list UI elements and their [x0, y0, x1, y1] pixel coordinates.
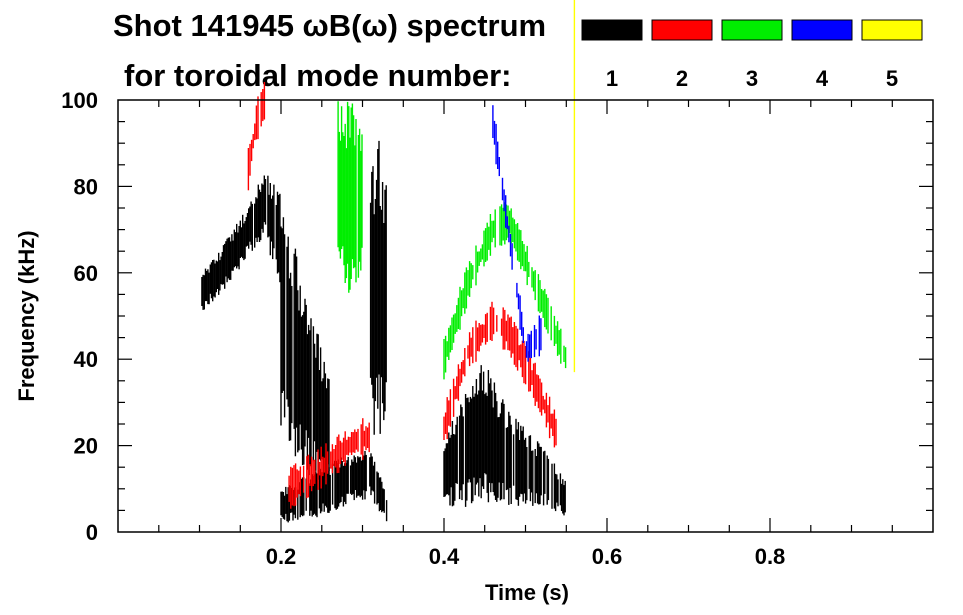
- series-n-3-chirp: [443, 202, 567, 380]
- series-n-1-drop: [280, 217, 330, 480]
- x-axis-label: Time (s): [485, 580, 569, 605]
- series-n-1-column: [369, 140, 387, 435]
- y-tick-label: 100: [61, 88, 98, 113]
- y-tick-label: 80: [74, 174, 98, 199]
- legend-swatch-mode-4: [791, 19, 853, 41]
- legend-swatch-mode-3: [721, 19, 783, 41]
- legend-label-mode-4: 4: [816, 66, 829, 91]
- y-tick-label: 0: [86, 520, 98, 545]
- x-tick-label: 0.4: [429, 544, 460, 569]
- y-tick-label: 40: [74, 347, 98, 372]
- legend-label-mode-3: 3: [746, 66, 758, 91]
- legend-label-mode-2: 2: [676, 66, 688, 91]
- chart-title-line2: for toroidal mode number:: [124, 58, 512, 93]
- series-n-2-chirp: [443, 301, 557, 448]
- series-n-1-second: [443, 365, 566, 516]
- series-n-2-early: [247, 82, 266, 191]
- x-tick-label: 0.2: [266, 544, 297, 569]
- x-tick-label: 0.6: [592, 544, 623, 569]
- y-tick-label: 60: [74, 261, 98, 286]
- axis-ticks: 0.2 0.4 0.6 0.8 0 20 40 60 80 100: [61, 88, 933, 569]
- y-axis-label: Frequency (kHz): [14, 230, 39, 401]
- series-n-2-low: [288, 418, 370, 509]
- plot-data: [201, 0, 576, 523]
- series-n-1-early: [201, 175, 281, 310]
- legend-label-mode-1: 1: [606, 66, 618, 91]
- legend-swatch-mode-2: [651, 19, 713, 41]
- legend: 1 2 3 4 5: [581, 19, 923, 91]
- y-tick-label: 20: [74, 434, 98, 459]
- chart-title-line1: Shot 141945 ωB(ω) spectrum: [113, 8, 546, 43]
- series-n-3-bursts: [337, 101, 363, 293]
- legend-label-mode-5: 5: [886, 66, 898, 91]
- series-n-4-bits: [492, 105, 542, 362]
- legend-swatch-mode-1: [581, 19, 643, 41]
- x-tick-label: 0.8: [755, 544, 786, 569]
- legend-swatch-mode-5: [861, 19, 923, 41]
